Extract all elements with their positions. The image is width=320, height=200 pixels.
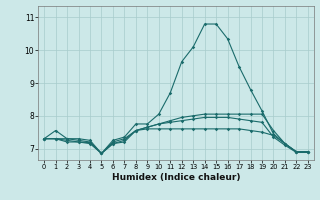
X-axis label: Humidex (Indice chaleur): Humidex (Indice chaleur) [112,173,240,182]
